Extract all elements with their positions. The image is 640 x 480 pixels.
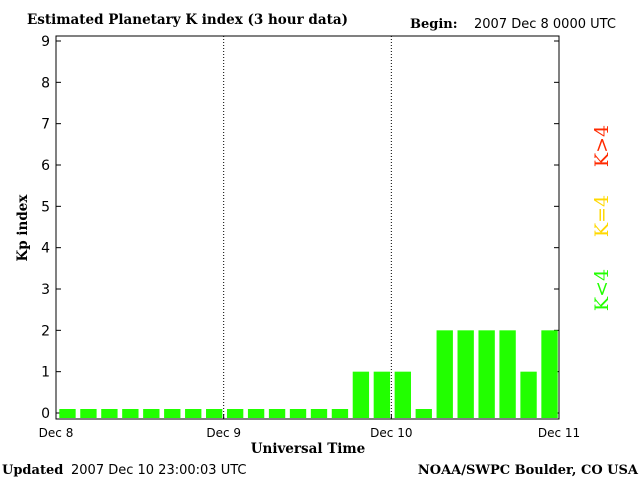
bar-series (59, 330, 558, 418)
y-tick-label: 3 (41, 282, 50, 298)
kp-bar (101, 409, 118, 418)
kp-bar (164, 409, 181, 418)
kp-bar (415, 409, 432, 418)
legend-entry: K=4 (591, 195, 613, 237)
begin-value: 2007 Dec 8 0000 UTC (474, 17, 616, 32)
kp-bar (478, 330, 495, 418)
kp-bar (59, 409, 76, 418)
x-tick-label: Dec 8 (39, 426, 74, 440)
day-separators (223, 36, 392, 419)
kp-bar (541, 330, 558, 418)
kp-bar (247, 409, 265, 418)
source-label: NOAA/SWPC Boulder, CO USA (418, 463, 639, 478)
kp-bar (331, 409, 349, 418)
kp-bar (457, 330, 474, 418)
x-axis: Dec 8 Dec 9 Dec 10 Dec 11 (39, 414, 580, 440)
y-tick-label: 8 (41, 75, 50, 91)
kp-bar (352, 371, 370, 418)
kp-bar (122, 409, 139, 418)
begin-label: Begin: (410, 17, 458, 32)
kp-bar (499, 330, 516, 418)
y-tick-label: 1 (41, 365, 50, 381)
y-tick-label: 7 (41, 117, 50, 133)
y-tick-label: 9 (41, 34, 50, 50)
kp-bar (185, 409, 202, 418)
updated-value: 2007 Dec 10 23:00:03 UTC (71, 463, 246, 478)
x-tick-label: Dec 10 (370, 426, 412, 440)
kp-bar (394, 371, 411, 418)
updated-label: Updated (2, 463, 63, 478)
y-axis-title: Kp index (15, 194, 31, 262)
kp-bar (80, 409, 97, 418)
x-axis-title: Universal Time (251, 441, 366, 457)
kp-bar (206, 409, 223, 418)
kp-bar (143, 409, 160, 418)
kp-bar (436, 330, 453, 418)
y-tick-label: 0 (41, 406, 50, 422)
chart-title: Estimated Planetary K index (3 hour data… (27, 12, 348, 28)
kp-bar (268, 409, 286, 418)
plot-frame (55, 35, 560, 420)
legend: K>4 K=4 K<4 (591, 125, 613, 311)
x-tick-label: Dec 11 (538, 426, 580, 440)
legend-entry: K<4 (591, 269, 613, 311)
y-tick-label: 6 (41, 158, 50, 174)
y-tick-label: 4 (41, 241, 50, 257)
y-tick-label: 2 (41, 323, 50, 339)
kp-bar (520, 371, 537, 418)
kp-bar (310, 409, 328, 418)
kp-bar (373, 371, 391, 418)
legend-entry: K>4 (591, 125, 613, 167)
kp-bar (289, 409, 307, 418)
y-tick-label: 5 (41, 199, 50, 215)
x-tick-label: Dec 9 (206, 426, 241, 440)
kp-bar (226, 409, 244, 418)
